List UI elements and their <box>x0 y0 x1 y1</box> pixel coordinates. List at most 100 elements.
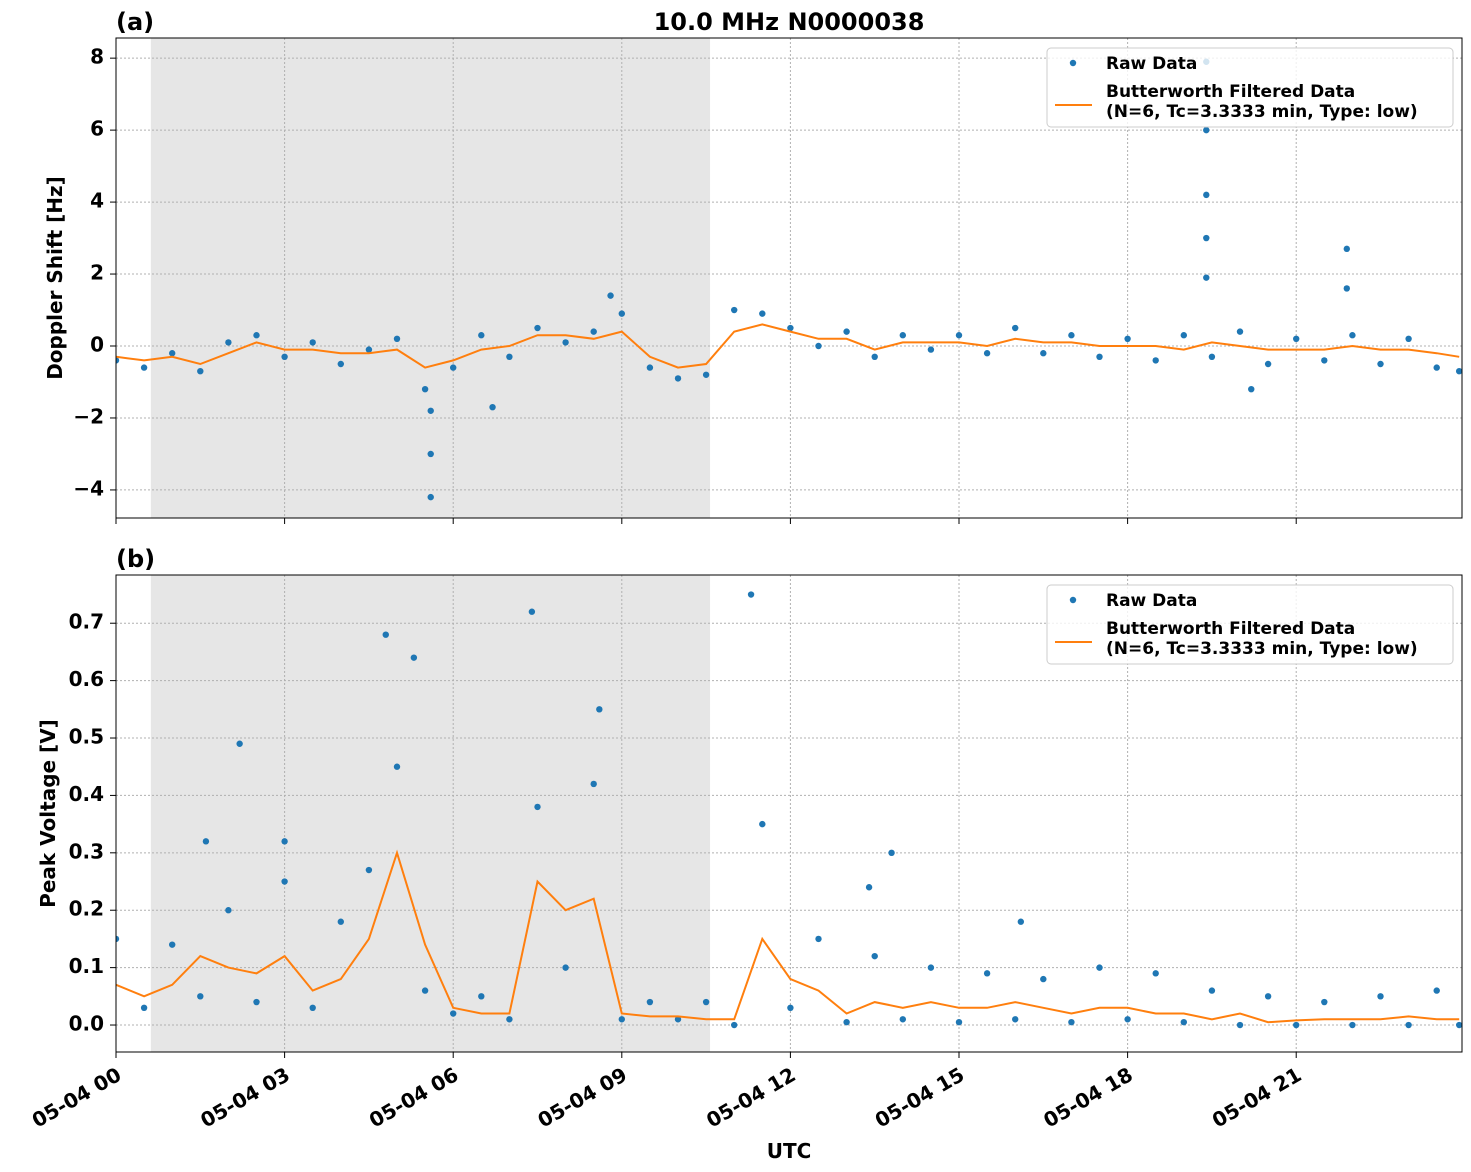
raw-point <box>1068 332 1075 339</box>
raw-point <box>140 364 148 371</box>
raw-point <box>731 1021 738 1029</box>
raw-point <box>478 993 485 1000</box>
y-tick-label: 0.4 <box>69 782 104 806</box>
raw-point <box>1203 126 1210 134</box>
x-tick-label: 05-04 15 <box>871 1062 969 1132</box>
raw-point <box>562 339 569 346</box>
raw-point <box>1321 998 1328 1006</box>
raw-point <box>618 1016 626 1023</box>
y-tick-label: 0.3 <box>69 839 104 863</box>
raw-point <box>365 866 373 874</box>
shaded-span <box>150 38 711 518</box>
y-tick-label: 8 <box>90 45 104 69</box>
raw-point <box>450 364 457 371</box>
raw-point <box>899 332 907 339</box>
raw-point <box>1124 1016 1131 1023</box>
y-axis-label: Doppler Shift [Hz] <box>43 176 67 380</box>
raw-point <box>927 346 935 353</box>
raw-point <box>702 371 710 378</box>
y-tick-label: −2 <box>73 404 104 428</box>
raw-point <box>116 357 120 364</box>
raw-point <box>337 918 345 925</box>
raw-point <box>225 907 232 914</box>
raw-point <box>674 1016 682 1023</box>
raw-point <box>1349 332 1356 339</box>
raw-point <box>528 608 536 615</box>
raw-point <box>1017 918 1025 925</box>
raw-point <box>1040 975 1047 983</box>
raw-point <box>1343 285 1350 292</box>
raw-point <box>236 740 243 747</box>
raw-point <box>506 353 513 361</box>
raw-point <box>393 335 401 343</box>
legend-marker <box>1069 596 1077 604</box>
y-tick-label: 4 <box>90 189 104 213</box>
y-axis-label: Peak Voltage [V] <box>36 719 60 908</box>
raw-point <box>596 706 603 713</box>
raw-point <box>843 1018 850 1026</box>
raw-point <box>1377 360 1384 368</box>
legend-label: Butterworth Filtered Data (N=6, Tc=3.3333… <box>1106 619 1418 659</box>
raw-point <box>478 332 485 339</box>
raw-point <box>983 350 991 357</box>
raw-point <box>787 1004 794 1012</box>
y-tick-label: 0.2 <box>69 897 104 921</box>
raw-point <box>534 803 541 811</box>
raw-point <box>382 631 389 638</box>
raw-point <box>865 884 873 891</box>
y-tick-label: 0.1 <box>69 954 104 978</box>
raw-point <box>1377 993 1384 1000</box>
y-tick-label: 0.7 <box>69 610 104 634</box>
legend-marker <box>1069 59 1077 67</box>
x-tick-label: 05-04 18 <box>1039 1062 1137 1132</box>
filtered-line <box>116 849 1460 1024</box>
raw-point <box>843 328 850 335</box>
x-tick-label: 05-04 06 <box>365 1062 463 1132</box>
raw-point <box>1321 357 1328 364</box>
raw-point <box>1248 385 1255 393</box>
raw-point <box>815 935 822 943</box>
y-tick-label: 0.6 <box>69 667 104 691</box>
raw-point <box>731 306 738 314</box>
raw-point <box>590 328 597 335</box>
x-tick-label: 05-04 12 <box>702 1062 800 1132</box>
chart-title: 10.0 MHz N0000038 <box>654 8 925 36</box>
raw-point <box>421 987 429 994</box>
legend-label: Butterworth Filtered Data (N=6, Tc=3.3333… <box>1106 82 1418 122</box>
raw-point <box>169 350 176 357</box>
raw-point <box>489 403 496 411</box>
raw-point <box>1349 1021 1356 1029</box>
raw-point <box>871 353 878 361</box>
x-tick-label: 05-04 03 <box>196 1062 294 1132</box>
raw-point <box>225 339 232 346</box>
raw-point <box>1040 350 1047 357</box>
raw-point <box>1264 993 1272 1000</box>
shaded-span <box>150 575 711 1052</box>
panel-label: (a) <box>116 8 154 36</box>
raw-point <box>787 324 794 332</box>
raw-point <box>365 346 373 353</box>
raw-point <box>427 450 434 458</box>
raw-point <box>1208 353 1216 361</box>
raw-point <box>1405 1021 1412 1029</box>
axes-frame <box>115 574 1463 1053</box>
raw-point <box>1433 987 1440 994</box>
x-axis-label: UTC <box>767 1139 812 1163</box>
raw-point <box>646 364 654 371</box>
raw-point <box>197 367 204 375</box>
y-tick-label: 0.5 <box>69 725 104 749</box>
raw-point <box>1208 987 1216 994</box>
raw-point <box>197 993 204 1000</box>
raw-point <box>1012 324 1019 332</box>
x-tick-label: 05-04 21 <box>1208 1062 1306 1132</box>
raw-point <box>871 952 878 960</box>
raw-point <box>427 493 434 501</box>
raw-point <box>1236 328 1244 335</box>
legend-label: Raw Data <box>1106 54 1197 74</box>
raw-point <box>140 1004 148 1012</box>
raw-point <box>450 1010 457 1017</box>
raw-point <box>1405 335 1412 343</box>
raw-point <box>702 998 710 1006</box>
raw-point <box>1124 335 1131 343</box>
raw-point <box>983 970 991 977</box>
